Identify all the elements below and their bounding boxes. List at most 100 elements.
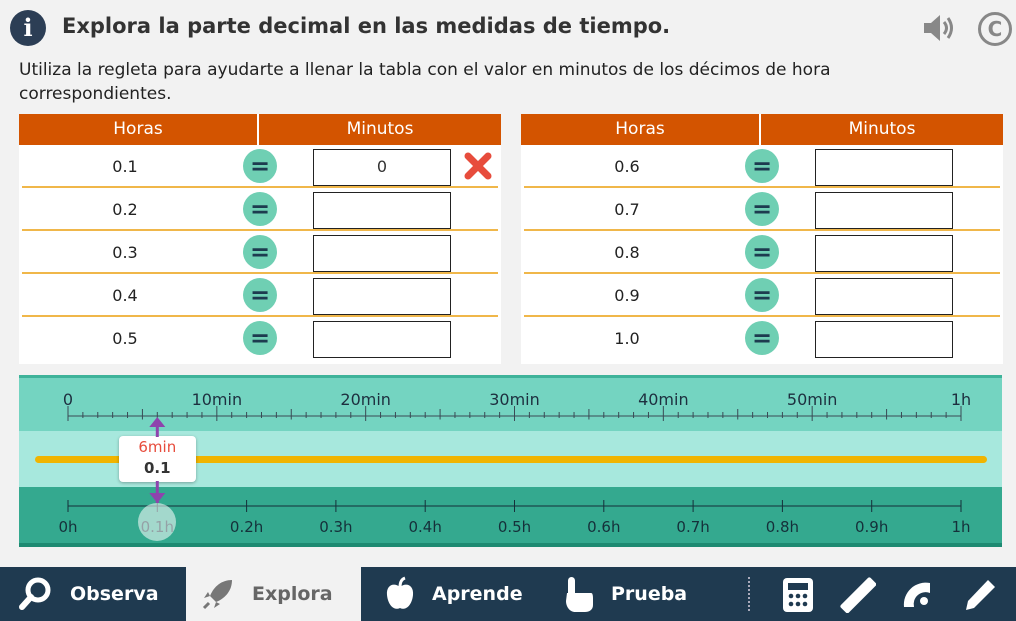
table-row: 0.8 = [524,231,1000,274]
minutes-input[interactable] [815,278,953,315]
hour-label: 1h [951,518,971,536]
hours-value: 0.7 [614,200,640,219]
hours-value: 0.4 [112,286,138,305]
pointing-hand-icon [566,577,593,612]
minutes-input[interactable] [313,278,451,315]
nav-label: Aprende [432,583,523,605]
minute-label: 40min [638,390,689,409]
minutes-input[interactable] [815,149,953,186]
calculator-icon[interactable] [780,577,816,613]
table-row: 0.3 = [22,231,498,274]
nav-label: Prueba [611,583,688,605]
marker-hours: 0.1 [144,459,171,477]
equals-icon: = [745,321,779,355]
incorrect-x-icon [464,152,492,180]
speaker-icon[interactable] [922,12,956,44]
column-header-minutos: Minutos [848,119,916,139]
minutes-input[interactable] [313,192,451,229]
hour-label: 0.2h [229,518,264,536]
nav-label: Explora [252,583,333,605]
marker-down-arrow [149,493,166,503]
table-right: Horas Minutos 0.6 = 0.7 = 0.8 = 0.9 = 1.… [521,114,1003,364]
minute-label: 50min [786,390,838,409]
ruler-tool-icon[interactable] [840,577,876,613]
hours-value: 0.9 [614,286,640,305]
copyright-icon[interactable]: C [978,12,1012,46]
minutes-input[interactable] [815,235,953,272]
equals-icon: = [243,321,277,355]
marker-up-arrow [149,417,166,427]
minutes-input[interactable] [313,321,451,358]
hour-label: 0.5h [497,518,532,536]
minute-label: 0 [62,390,74,409]
minutes-input[interactable]: 0 [313,149,451,186]
hour-label: 0.7h [676,518,710,536]
minutes-input[interactable] [313,235,451,272]
equals-icon: = [243,235,277,269]
table-row: 0.4 = [22,274,498,317]
hours-value: 0.6 [614,157,640,176]
equals-icon: = [243,278,277,312]
hours-value: 0.2 [112,200,138,219]
bottom-navigation: Observa Explora Aprende Prueba [0,567,1016,621]
table-row: 0.2 = [22,188,498,231]
hours-value: 0.8 [614,243,640,262]
table-row: 1.0 = [524,317,1000,360]
apple-icon [386,576,414,609]
minute-label: 30min [489,390,540,409]
pencil-icon[interactable] [962,577,998,613]
hours-value: 0.5 [112,329,138,348]
minute-label: 20min [340,390,391,409]
header: i Explora la parte decimal en las medida… [0,0,1016,56]
nav-explora[interactable]: Explora [186,567,361,621]
marker-arrows-icon [149,417,166,503]
minutes-scale [19,375,1002,431]
rocket-icon [202,580,232,610]
hours-value: 0.3 [112,243,138,262]
hours-value: 0.1 [112,157,138,176]
value-marker[interactable]: 6min 0.1 [118,436,196,482]
equals-icon: = [243,192,277,226]
nav-separator [748,577,750,611]
table-row: 0.6 = [524,145,1000,188]
hours-value: 1.0 [614,329,640,348]
marker-minutes: 6min [138,438,177,456]
slider-bar[interactable] [35,456,987,463]
table-row: 0.5 = [22,317,498,360]
slider-handle[interactable] [138,503,177,541]
table-header: Horas Minutos [19,114,501,145]
equals-icon: = [745,235,779,269]
instructions: Utiliza la regleta para ayudarte a llena… [19,60,831,104]
protractor-icon[interactable] [900,577,936,613]
minutes-input[interactable] [815,192,953,229]
hour-label: 0.8h [765,518,800,536]
nav-label: Observa [70,583,159,605]
hour-label: 0.6h [587,518,621,536]
nav-prueba[interactable]: Prueba [563,567,687,621]
minutes-input[interactable] [815,321,953,358]
magnifier-icon [19,577,51,610]
hour-label: 0.3h [319,518,353,536]
hour-label: 0h [58,518,78,536]
table-row: 0.9 = [524,274,1000,317]
equals-icon: = [745,278,779,312]
hour-label: 0.4h [408,518,442,536]
ruler-ticks [67,406,962,512]
table-left: Horas Minutos 0.1 = 0 0.2 = 0.3 = 0.4 = … [19,114,501,364]
minute-label: 1h [950,390,972,409]
table-header: Horas Minutos [521,114,1003,145]
column-header-minutos: Minutos [346,119,414,139]
nav-aprende[interactable]: Aprende [384,567,523,621]
hour-label: 0.9h [855,518,889,536]
table-row: 0.7 = [524,188,1000,231]
column-header-horas: Horas [19,114,259,145]
minute-label: 10min [191,390,243,409]
hours-scale [19,487,1002,547]
equals-icon: = [243,149,277,183]
info-icon[interactable]: i [10,10,46,46]
equals-icon: = [745,192,779,226]
table-row: 0.1 = 0 [22,145,498,188]
nav-observa[interactable]: Observa [18,567,159,621]
page-title: Explora la parte decimal en las medidas … [62,14,671,38]
